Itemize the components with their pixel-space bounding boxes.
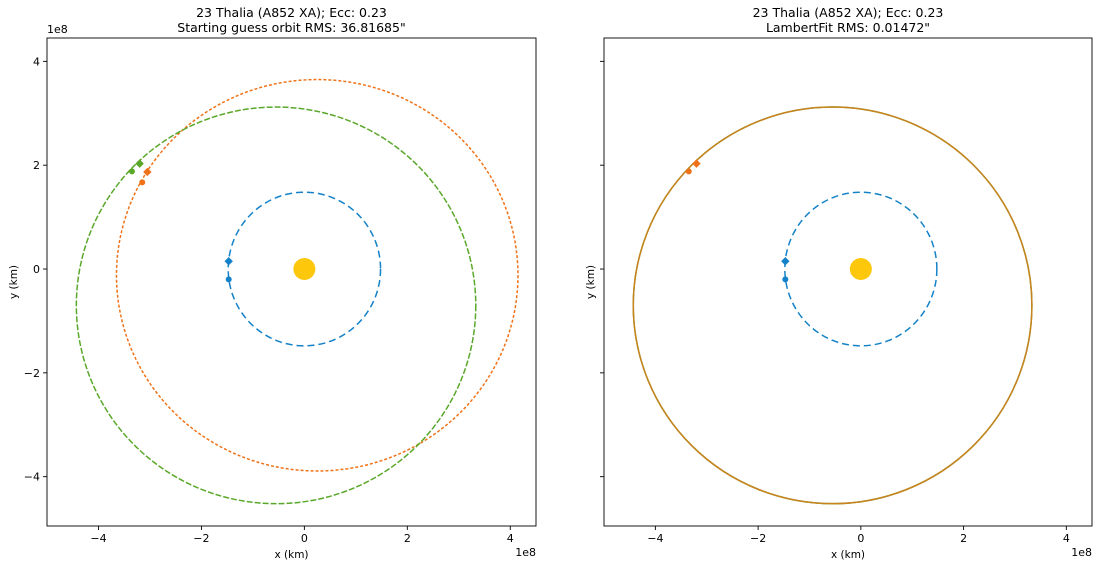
x-axis-label: x (km): [274, 549, 308, 561]
x-offset-label: 1e8: [515, 546, 536, 559]
marker-circle-3: [139, 179, 146, 186]
orbit-2: [75, 106, 477, 505]
y-tick-label: 4: [33, 55, 40, 68]
plot-area: [632, 106, 1033, 505]
x-tick-label: −4: [647, 532, 663, 545]
x-tick-label: 4: [507, 532, 514, 545]
y-axis-label: y (km): [8, 265, 20, 299]
x-offset-label: 1e8: [1071, 546, 1092, 559]
x-tick-label: −4: [90, 532, 106, 545]
marker-diamond-0: [224, 257, 233, 266]
x-tick-label: 4: [1063, 532, 1070, 545]
axes-frame: [603, 37, 1093, 527]
marker-diamond-0: [781, 257, 790, 266]
y-tick-label: 0: [33, 263, 40, 276]
orbit-1: [115, 78, 519, 472]
x-tick-label: 0: [857, 532, 864, 545]
axes-frame: [46, 37, 537, 527]
x-tick-label: −2: [750, 532, 766, 545]
orbit-0: [784, 191, 938, 347]
sun-marker: [849, 258, 872, 281]
sun-marker: [293, 258, 316, 281]
marker-diamond-4: [135, 159, 144, 168]
x-axis-label: x (km): [831, 549, 865, 561]
marker-circle-1: [782, 276, 789, 283]
x-tick-label: 2: [404, 532, 411, 545]
marker-diamond-2: [692, 159, 701, 168]
orbit-1: [632, 106, 1033, 505]
x-tick-label: −2: [193, 532, 209, 545]
right-panel: 23 Thalia (A852 XA); Ecc: 0.23LambertFit…: [585, 5, 1093, 561]
plot-area: [75, 78, 519, 505]
y-offset-label: 1e8: [47, 23, 68, 36]
chart-title: 23 Thalia (A852 XA); Ecc: 0.23: [753, 5, 944, 20]
chart-subtitle: Starting guess orbit RMS: 36.81685": [177, 20, 405, 35]
y-axis-label: y (km): [585, 265, 597, 299]
x-tick-label: 2: [960, 532, 967, 545]
marker-circle-1: [225, 276, 232, 283]
y-tick-label: 2: [33, 159, 40, 172]
orbit-2: [632, 106, 1033, 505]
chart-subtitle: LambertFit RMS: 0.01472": [766, 20, 930, 35]
marker-circle-5: [128, 168, 135, 175]
x-tick-label: 0: [301, 532, 308, 545]
chart-title: 23 Thalia (A852 XA); Ecc: 0.23: [196, 5, 387, 20]
orbit-0: [227, 191, 382, 347]
marker-diamond-2: [143, 167, 152, 177]
y-tick-label: −2: [24, 367, 40, 380]
marker-circle-3: [685, 168, 692, 175]
y-tick-label: −4: [24, 471, 40, 484]
